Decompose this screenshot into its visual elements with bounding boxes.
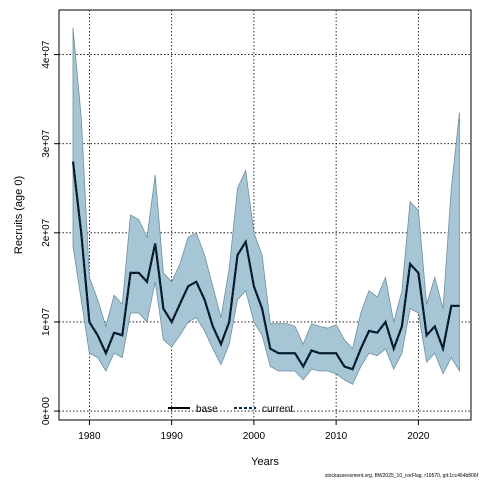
x-tick-label-1: 1990 — [161, 431, 184, 442]
plot-frame — [58, 9, 472, 421]
axes: 1980 1990 2000 2010 2020 0e+00 1e+07 2e+07 3e+07… — [41, 9, 472, 442]
footer-text: stockassessment.org, BW2025_10_corFlag, … — [325, 473, 479, 479]
x-tick-label-0: 1980 — [78, 431, 101, 442]
y-axis-title: Recruits (age 0) — [13, 176, 25, 254]
legend-label-current: current — [262, 404, 293, 415]
y-tick-label-1: 1e+07 — [41, 308, 52, 337]
plot-area — [59, 10, 471, 420]
legend-label-base: base — [196, 404, 218, 415]
y-tick-label-4: 4e+07 — [41, 40, 52, 69]
x-tick-label-3: 2010 — [325, 431, 348, 442]
x-tick-label-4: 2020 — [407, 431, 430, 442]
confidence-band — [72, 27, 460, 385]
series-line-current — [71, 161, 460, 371]
y-tick-label-3: 3e+07 — [41, 129, 52, 158]
x-tick-label-2: 2000 — [243, 431, 266, 442]
y-tick-label-0: 0e+00 — [41, 397, 52, 426]
x-axis-title: Years — [251, 456, 279, 468]
y-tick-label-2: 2e+07 — [41, 218, 52, 247]
legend: base current — [168, 404, 293, 415]
